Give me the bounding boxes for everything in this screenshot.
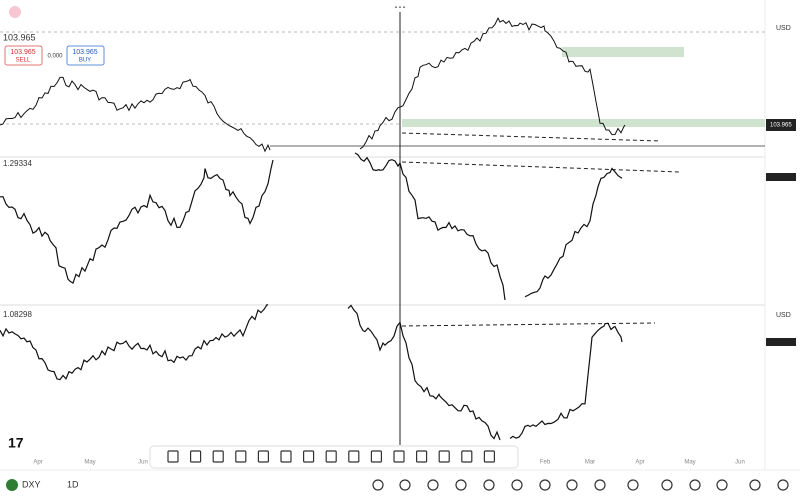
price-line [0, 76, 271, 153]
month-label: Jun [138, 460, 148, 466]
toolbar-button[interactable] [427, 479, 439, 491]
price-line [354, 152, 506, 301]
currency: USD [776, 312, 791, 319]
tool-icon[interactable] [483, 450, 495, 463]
tool-icon[interactable] [280, 450, 292, 463]
month-label: May [684, 460, 695, 466]
toolbar-button[interactable] [539, 479, 551, 491]
zone [402, 119, 765, 127]
toolbar-button[interactable] [716, 479, 728, 491]
price-tag [766, 119, 796, 131]
toolbar-button[interactable] [399, 479, 411, 491]
toolbar-button[interactable] [689, 479, 701, 491]
toolbar-button[interactable] [483, 479, 495, 491]
tool-icon[interactable] [190, 450, 202, 463]
tool-icon[interactable] [303, 450, 315, 463]
symbol[interactable]: DXY [22, 479, 41, 489]
toolbar-button[interactable] [455, 479, 467, 491]
price-line [509, 322, 623, 439]
toolbar-button[interactable] [777, 479, 789, 491]
sell-label: SELL [16, 58, 31, 64]
tool-icon[interactable] [212, 450, 224, 463]
toolbar-button[interactable] [372, 479, 384, 491]
month-label: Apr [635, 460, 644, 466]
tool-icon[interactable] [416, 450, 428, 463]
trend-line [401, 322, 656, 327]
price-line [0, 159, 274, 285]
logo [9, 6, 21, 18]
price-tag [766, 173, 796, 181]
price-line [524, 167, 623, 298]
zone [562, 47, 684, 57]
trend-line [401, 132, 661, 142]
spread: 0.000 [47, 54, 63, 60]
sell-price: 103.965 [10, 49, 35, 56]
pane-title: 1.29334 [3, 159, 32, 168]
buy-button[interactable] [66, 45, 105, 66]
pane-title: 1.08298 [3, 310, 32, 319]
toolbar-button[interactable] [566, 479, 578, 491]
tool-icon[interactable] [461, 450, 473, 463]
tool-icon[interactable] [235, 450, 247, 463]
symbol-icon [6, 479, 18, 491]
month-label: Feb [540, 460, 551, 466]
month-label: Mar [585, 460, 595, 466]
price-tag [766, 338, 796, 346]
trend-line [401, 161, 681, 173]
toolbar-button[interactable] [594, 479, 606, 491]
price-line [0, 303, 269, 381]
sell-button[interactable] [4, 45, 43, 66]
price-tag-label: 103.965 [770, 123, 792, 129]
month-label: May [84, 460, 95, 466]
watermark: 17 [8, 435, 24, 451]
pane-menu[interactable]: ⋯ [394, 0, 406, 14]
interval[interactable]: 1D [67, 479, 79, 489]
symbol-price: 103.965 [3, 32, 36, 42]
toolbar-button[interactable] [749, 479, 761, 491]
month-label: Jun [735, 460, 745, 466]
buy-price: 103.965 [72, 49, 97, 56]
price-line [359, 16, 626, 150]
tool-icon[interactable] [393, 450, 405, 463]
toolbar-button[interactable] [627, 479, 639, 491]
toolbar-button[interactable] [661, 479, 673, 491]
month-label: Apr [33, 460, 42, 466]
tool-icon[interactable] [257, 450, 269, 463]
price-line [347, 304, 501, 441]
toolbar-button[interactable] [511, 479, 523, 491]
drawing-toolbar [149, 445, 519, 469]
buy-label: BUY [79, 58, 91, 64]
currency: USD [776, 25, 791, 32]
tool-icon[interactable] [438, 450, 450, 463]
tool-icon[interactable] [348, 450, 360, 463]
tool-icon[interactable] [325, 450, 337, 463]
tool-icon[interactable] [370, 450, 382, 463]
tool-icon[interactable] [167, 450, 179, 463]
